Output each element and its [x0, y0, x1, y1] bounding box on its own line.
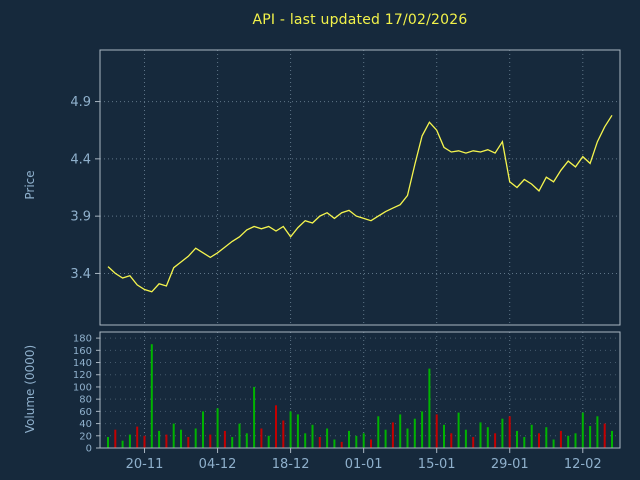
svg-text:4.9: 4.9	[70, 95, 91, 110]
svg-text:160: 160	[73, 346, 92, 357]
svg-text:3.9: 3.9	[70, 210, 91, 225]
svg-text:100: 100	[73, 382, 92, 393]
svg-text:140: 140	[73, 358, 92, 369]
svg-text:80: 80	[79, 395, 92, 406]
svg-text:3.4: 3.4	[70, 267, 91, 282]
svg-text:4.4: 4.4	[70, 152, 91, 167]
svg-text:18-12: 18-12	[272, 457, 310, 472]
svg-text:15-01: 15-01	[418, 457, 456, 472]
svg-text:29-01: 29-01	[491, 457, 529, 472]
svg-text:20: 20	[79, 431, 92, 442]
svg-text:04-12: 04-12	[199, 457, 237, 472]
svg-text:180: 180	[73, 334, 92, 345]
svg-text:0: 0	[86, 444, 92, 455]
svg-text:20-11: 20-11	[126, 457, 164, 472]
svg-text:40: 40	[79, 419, 92, 430]
svg-text:60: 60	[79, 407, 92, 418]
svg-text:01-01: 01-01	[345, 457, 383, 472]
svg-text:12-02: 12-02	[564, 457, 602, 472]
svg-text:120: 120	[73, 370, 92, 381]
chart-title: API - last updated 17/02/2026	[252, 12, 468, 28]
